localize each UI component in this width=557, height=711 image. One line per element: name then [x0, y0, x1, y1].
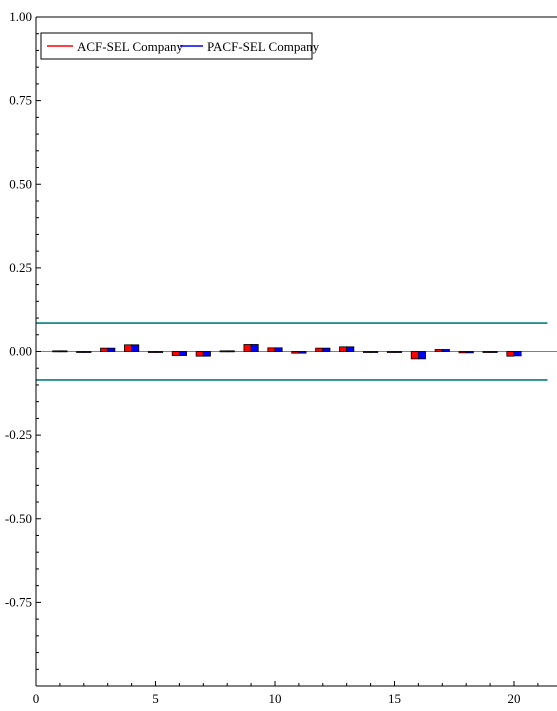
acf-bar-lag-3 [100, 347, 109, 352]
acf-bar-lag-20 [506, 351, 515, 357]
acf-bar-lag-9 [243, 344, 252, 352]
y-tick-label: -0.25 [5, 427, 32, 442]
pacf-bar-lag-6 [178, 351, 187, 356]
pacf-bar-lag-9 [250, 344, 259, 352]
pacf-bar-lag-8 [226, 350, 235, 353]
pacf-bar-lag-13 [346, 346, 355, 352]
acf-bar-lag-4 [124, 344, 133, 352]
pacf-bar-lag-5 [155, 351, 164, 353]
acf-bar-lag-12 [315, 347, 324, 352]
y-tick-label: -0.50 [5, 511, 32, 526]
legend: ACF-SEL Company PACF-SEL Company [40, 32, 320, 60]
pacf-bar-lag-15 [394, 351, 403, 353]
x-tick-label: 0 [33, 691, 40, 706]
pacf-bar-lag-18 [465, 351, 474, 354]
pacf-bar-lag-11 [298, 351, 307, 354]
pacf-bar-lag-16 [417, 351, 426, 360]
pacf-bar-lag-4 [131, 344, 140, 352]
acf-bar-lag-18 [458, 351, 467, 354]
pacf-bar-lag-14 [370, 351, 379, 353]
acf-bar-lag-5 [147, 351, 156, 353]
x-tick-label: 5 [152, 691, 159, 706]
pacf-bar-lag-19 [489, 351, 498, 353]
pacf-bar-lag-7 [202, 351, 211, 357]
pacf-bar-lag-1 [59, 350, 68, 353]
acf-bar-lag-16 [410, 351, 419, 360]
y-tick-label: 0.75 [9, 93, 32, 108]
acf-bar-lag-6 [171, 351, 180, 356]
acf-bar-lag-17 [434, 349, 443, 352]
legend-acf-label: ACF-SEL Company [77, 39, 184, 54]
acf-bar-lag-7 [195, 351, 204, 357]
y-tick-label: 0.25 [9, 260, 32, 275]
acf-bar-lag-1 [52, 350, 61, 353]
acf-bar-lag-14 [363, 351, 371, 353]
bar-series [52, 344, 522, 360]
pacf-bar-lag-12 [322, 347, 331, 352]
acf-bar-lag-15 [386, 351, 395, 353]
pacf-bar-lag-10 [274, 347, 283, 352]
y-tick-label: 0.00 [9, 344, 32, 359]
pacf-bar-lag-20 [513, 351, 522, 357]
acf-bar-lag-10 [267, 347, 276, 352]
x-tick-label: 10 [268, 691, 281, 706]
x-tick-label: 20 [507, 691, 520, 706]
axes: 1.00 0.75 0.50 0.25 0.00 -0.25 -0.50 -0.75 0 5 10 1… [5, 9, 557, 706]
x-tick-label: 15 [388, 691, 401, 706]
acf-bar-lag-2 [76, 351, 85, 353]
acf-bar-lag-11 [291, 351, 300, 354]
legend-pacf-label: PACF-SEL Company [207, 39, 320, 54]
pacf-bar-lag-3 [107, 347, 116, 352]
y-tick-label: 1.00 [9, 9, 32, 24]
pacf-bar-lag-2 [83, 351, 92, 353]
y-tick-label: 0.50 [9, 176, 32, 191]
legend-box [40, 32, 313, 60]
y-tick-label: -0.75 [5, 594, 32, 609]
pacf-bar-lag-17 [441, 349, 450, 352]
acf-bar-lag-13 [339, 346, 348, 352]
acf-bar-lag-19 [482, 351, 491, 353]
acf-bar-lag-8 [219, 350, 228, 353]
